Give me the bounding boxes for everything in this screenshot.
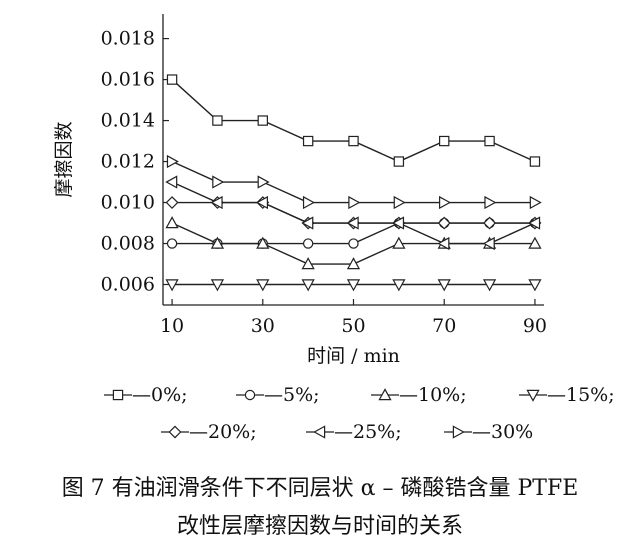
y-tick-label: 0.010 — [101, 192, 155, 214]
data-point-series-2 — [256, 236, 270, 249]
data-point-series-0 — [348, 135, 359, 147]
data-point-series-1 — [302, 238, 314, 249]
data-point-series-6 — [439, 195, 452, 210]
series-line-6 — [171, 160, 535, 204]
legend-label: —25%; — [334, 421, 402, 443]
data-point-series-2 — [392, 236, 406, 249]
data-point-series-5 — [482, 236, 495, 251]
figure-caption-line-2: 改性层摩擦因数与时间的关系 — [176, 514, 463, 539]
data-point-series-4 — [437, 216, 451, 230]
figure-caption-line-1: 图 7 有油润滑条件下不同层状 α – 磷酸锆含量 PTFE — [61, 476, 579, 501]
data-point-series-3 — [301, 279, 315, 292]
data-point-series-3 — [392, 279, 406, 292]
x-tick-label: 90 — [523, 315, 547, 337]
data-point-series-6 — [166, 154, 179, 169]
data-point-series-1 — [348, 238, 359, 249]
legend-marker — [526, 389, 540, 402]
y-tick-label: 0.008 — [101, 233, 155, 255]
data-point-series-1 — [166, 238, 178, 249]
data-point-series-5 — [437, 236, 450, 251]
data-point-series-3 — [165, 279, 179, 292]
data-point-series-2 — [346, 257, 361, 270]
data-point-series-5 — [210, 195, 223, 210]
data-point-series-0 — [439, 135, 450, 147]
data-point-series-3 — [528, 279, 542, 292]
data-point-series-3 — [210, 279, 225, 292]
data-point-series-6 — [212, 175, 225, 189]
y-axis-label: 摩擦因数 — [53, 121, 75, 197]
legend-label: —0%; — [132, 384, 188, 406]
data-point-series-2 — [210, 236, 225, 249]
legend-marker — [112, 389, 124, 401]
series-line-5 — [171, 181, 536, 245]
y-tick-label: 0.016 — [101, 69, 155, 91]
x-tick-label: 50 — [341, 315, 365, 337]
legend-label: —30% — [472, 421, 533, 443]
data-point-series-3 — [482, 279, 497, 292]
data-point-series-6 — [484, 195, 497, 210]
data-point-series-6 — [393, 195, 406, 210]
data-point-series-5 — [301, 216, 314, 230]
y-tick-label: 0.014 — [101, 110, 155, 132]
legend-marker — [378, 388, 392, 401]
x-tick-label: 10 — [160, 315, 184, 337]
data-point-series-6 — [302, 195, 315, 210]
data-point-series-0 — [302, 135, 314, 147]
data-point-series-4 — [483, 216, 497, 230]
data-point-series-6 — [257, 175, 270, 189]
data-point-series-3 — [346, 279, 361, 292]
data-point-series-5 — [255, 195, 268, 210]
y-tick-label: 0.018 — [101, 28, 155, 50]
y-tick-label: 0.012 — [101, 151, 155, 173]
series-line-0 — [171, 79, 536, 163]
data-point-series-5 — [165, 175, 178, 189]
legend-marker — [452, 425, 465, 439]
data-point-series-5 — [528, 216, 541, 230]
legend-label: —5%; — [264, 384, 320, 406]
legend-marker — [313, 425, 326, 439]
data-point-series-2 — [165, 216, 179, 229]
data-point-series-5 — [346, 216, 359, 230]
data-point-series-0 — [257, 115, 268, 126]
x-axis-label: 时间 / min — [307, 345, 400, 367]
data-point-series-0 — [529, 156, 541, 167]
data-point-series-2 — [528, 236, 542, 249]
data-point-series-3 — [437, 279, 451, 292]
data-point-series-4 — [165, 196, 179, 209]
x-tick-label: 30 — [251, 315, 275, 337]
legend-label: —10%; — [399, 384, 467, 406]
legend-label: —15%; — [547, 384, 615, 406]
data-point-series-3 — [256, 279, 270, 292]
data-point-series-0 — [212, 115, 223, 126]
data-point-series-0 — [166, 74, 178, 85]
data-point-series-2 — [301, 257, 315, 270]
legend-marker — [168, 425, 182, 439]
data-point-series-6 — [348, 195, 361, 210]
x-tick-label: 70 — [432, 315, 456, 337]
friction-chart: 0.006 0.008 0.010 0.012 0.014 0.016 0.018 10 30 5… — [53, 14, 615, 443]
y-tick-label: 0.006 — [101, 274, 155, 296]
data-point-series-5 — [392, 216, 405, 230]
legend-marker — [244, 389, 256, 401]
data-point-series-0 — [484, 135, 495, 147]
legend-label: —20%; — [189, 421, 257, 443]
data-point-series-0 — [393, 156, 405, 167]
data-point-series-6 — [529, 195, 542, 210]
